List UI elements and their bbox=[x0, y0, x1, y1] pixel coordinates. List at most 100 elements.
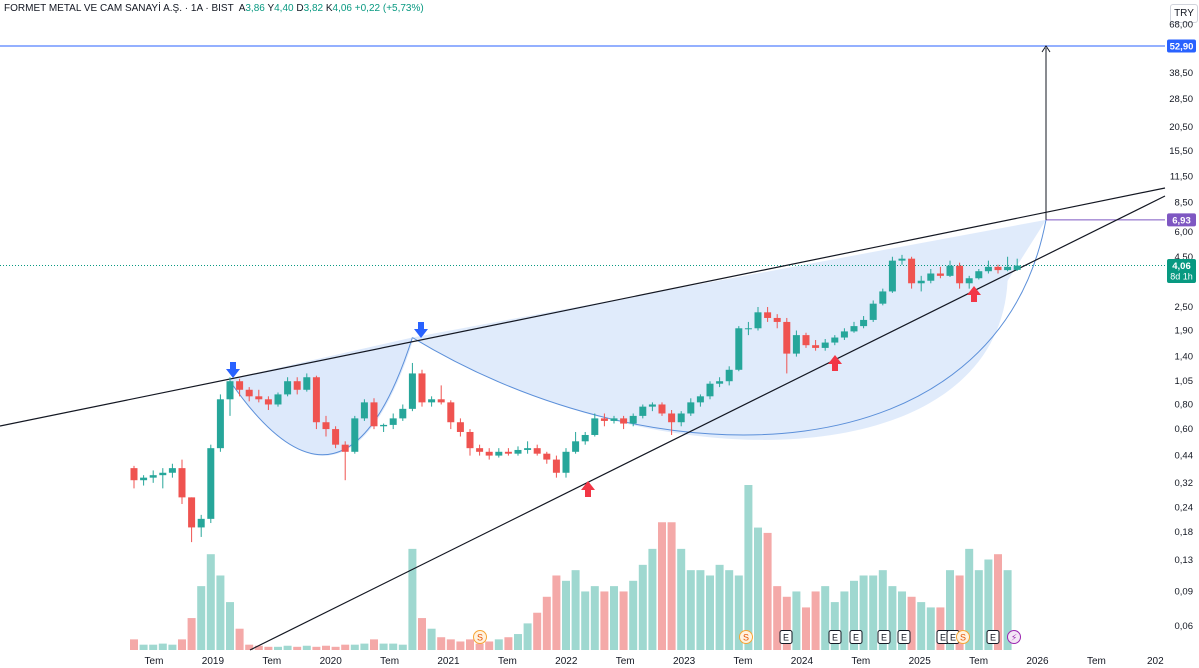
price-tick-label: 11,50 bbox=[1170, 172, 1193, 183]
candle-body bbox=[821, 342, 829, 348]
close-label: K bbox=[325, 3, 333, 14]
volume-bar bbox=[696, 570, 705, 650]
volume-bar bbox=[408, 548, 417, 650]
candle-body bbox=[754, 312, 762, 329]
volume-bar bbox=[475, 643, 484, 650]
candle-body bbox=[1004, 266, 1012, 271]
candle-body bbox=[744, 328, 752, 330]
price-tick-label: 8,50 bbox=[1175, 197, 1194, 208]
dividend-event-marker bbox=[956, 630, 970, 644]
price-tick-label: 0,44 bbox=[1175, 451, 1194, 462]
low-value: 3,82 bbox=[303, 3, 324, 14]
volume-bar bbox=[638, 564, 647, 650]
candle-body bbox=[677, 413, 685, 423]
dividend-event-marker bbox=[739, 630, 753, 644]
candle-body bbox=[946, 265, 954, 276]
volume-bar bbox=[379, 643, 388, 650]
candle-body bbox=[600, 418, 608, 421]
price-tick-label: 0,18 bbox=[1175, 527, 1194, 538]
candle-body bbox=[399, 408, 407, 419]
price-tick-label: 20,50 bbox=[1169, 122, 1193, 133]
arrows-layer bbox=[226, 286, 981, 497]
volume-bar bbox=[715, 564, 724, 650]
currency-button[interactable]: TRY bbox=[1170, 4, 1198, 23]
volume-bar bbox=[456, 641, 465, 650]
open-label: A bbox=[238, 3, 246, 14]
volume-bar bbox=[782, 596, 791, 650]
candle-body bbox=[831, 337, 839, 343]
volume-bar bbox=[821, 586, 830, 650]
volume-bar bbox=[523, 623, 532, 650]
volume-bar bbox=[850, 580, 858, 650]
candle-body bbox=[696, 396, 704, 403]
volume-bar bbox=[869, 575, 878, 650]
candle-body bbox=[687, 402, 695, 414]
arrow-up-icon bbox=[828, 355, 842, 371]
candle-body bbox=[773, 317, 781, 322]
volume-bar bbox=[427, 628, 436, 650]
split-event-label: ⚡ bbox=[1011, 634, 1017, 644]
time-tick-label: Tem bbox=[1087, 656, 1106, 667]
candle-body bbox=[380, 424, 388, 427]
candle-body bbox=[332, 429, 340, 445]
price-tick-label: 68,00 bbox=[1169, 20, 1193, 31]
measured-move-arrowhead bbox=[1041, 45, 1051, 53]
price-tick-label: 0,13 bbox=[1175, 555, 1194, 566]
candle-body bbox=[428, 399, 436, 403]
volume-bar bbox=[302, 645, 311, 650]
breakout-price-badge-bg bbox=[1167, 213, 1196, 227]
close-value: 4,06 bbox=[332, 3, 352, 14]
time-tick-label: 2026 bbox=[1026, 656, 1049, 667]
earnings-event-label: E bbox=[783, 633, 789, 643]
cup-curve-2 bbox=[412, 219, 1047, 436]
time-tick-label: 2021 bbox=[437, 656, 460, 667]
time-tick-label: 2019 bbox=[202, 656, 225, 667]
volume-bar bbox=[542, 596, 551, 650]
candle-body bbox=[312, 377, 320, 423]
volume-bar bbox=[840, 591, 849, 650]
volume-bar bbox=[187, 618, 196, 650]
volume-bar bbox=[552, 575, 561, 650]
volume-bar bbox=[206, 554, 215, 650]
volume-bar bbox=[562, 580, 570, 650]
high-label: Y bbox=[267, 3, 275, 14]
volume-bar bbox=[274, 646, 282, 650]
volume-bar bbox=[677, 548, 686, 650]
volume-bar bbox=[437, 637, 446, 650]
candle-body bbox=[783, 321, 791, 354]
volume-bar bbox=[245, 644, 254, 650]
candle-body bbox=[668, 413, 676, 423]
volume-bar bbox=[658, 522, 666, 650]
time-tick-label: Tem bbox=[851, 656, 870, 667]
upper-trendline bbox=[0, 187, 1166, 427]
trendlines-layer bbox=[0, 187, 1166, 651]
candle-body bbox=[936, 273, 944, 276]
level-lines-layer bbox=[0, 45, 1165, 267]
price-tick-label: 1,40 bbox=[1175, 352, 1194, 363]
volume-bar bbox=[389, 643, 398, 650]
candle-body bbox=[648, 404, 656, 407]
volume-bar bbox=[984, 559, 993, 650]
volume-bar bbox=[571, 570, 580, 650]
price-tick-label: 15,50 bbox=[1169, 146, 1193, 157]
price-axis[interactable]: 68,00 52,90 38,50 28,50 20,50 15,50 11,50 8,50 6… bbox=[1169, 20, 1193, 632]
volume-bar bbox=[725, 570, 734, 650]
time-tick-label: 2022 bbox=[555, 656, 578, 667]
arrow-down-icon bbox=[226, 362, 240, 378]
volume-layer bbox=[130, 485, 1012, 650]
candle-body bbox=[149, 475, 157, 478]
candle-body bbox=[812, 345, 820, 348]
candle-body bbox=[994, 266, 1002, 271]
earnings-event-label: E bbox=[901, 633, 907, 643]
candle-body bbox=[447, 402, 455, 423]
volume-bar bbox=[360, 643, 369, 650]
candle-body bbox=[908, 258, 916, 284]
volume-bar bbox=[485, 641, 494, 650]
candle-body bbox=[130, 468, 138, 481]
volume-bar bbox=[754, 527, 762, 650]
time-axis[interactable]: Tem 2019 Tem 2020 Tem 2021 Tem 2022 Tem 2023 Tem 20… bbox=[145, 656, 1165, 667]
earnings-event-label: E bbox=[950, 633, 956, 643]
candle-body bbox=[965, 278, 973, 284]
target-price-badge-bg bbox=[1167, 39, 1196, 53]
